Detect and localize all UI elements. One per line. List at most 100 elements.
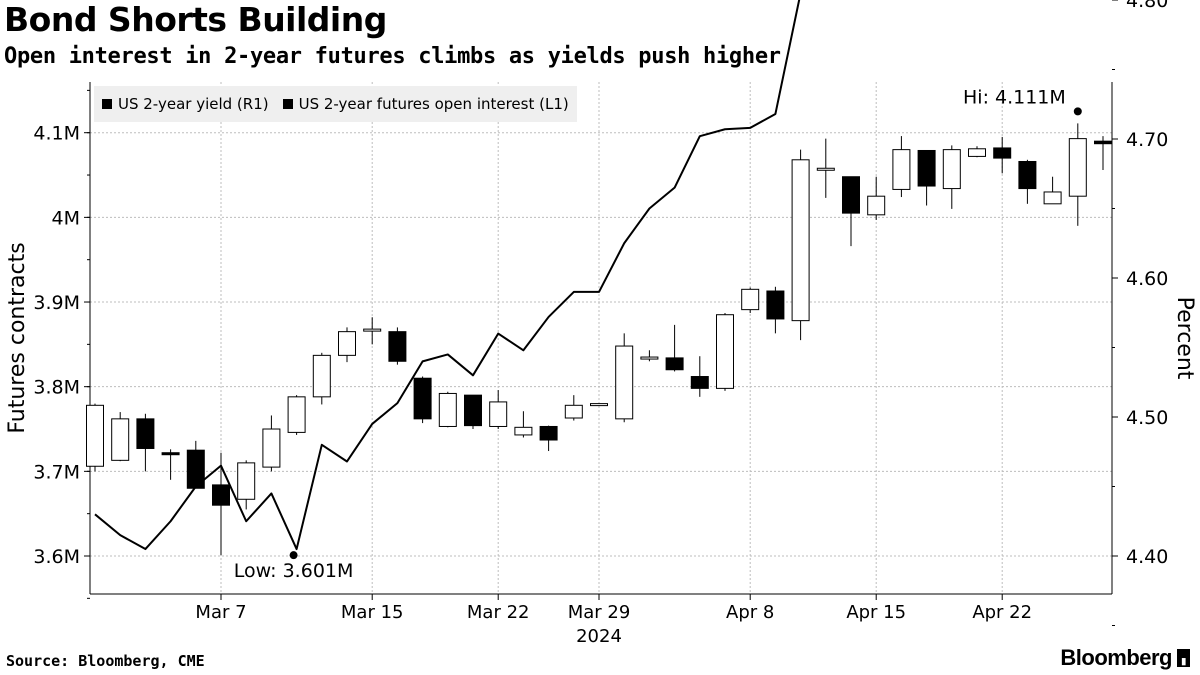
candle <box>665 324 684 372</box>
candle-body <box>86 404 104 467</box>
candle-body <box>917 149 936 187</box>
candle-body <box>816 167 835 171</box>
yield-line <box>94 0 801 551</box>
candle-body <box>287 396 306 433</box>
high-annotation: Hi: 4.111M <box>963 86 1066 108</box>
candle <box>942 145 961 209</box>
candle <box>741 287 760 314</box>
candle-body <box>791 159 810 322</box>
candle-body <box>615 345 634 420</box>
source-note: Source: Bloomberg, CME <box>6 652 205 670</box>
candle-body <box>640 356 659 360</box>
candle <box>539 425 558 452</box>
candle <box>640 350 659 362</box>
x-tick-label: Mar 22 <box>467 602 530 623</box>
candle-body <box>1094 140 1112 145</box>
candle <box>842 176 860 247</box>
x-tick-label: Apr 15 <box>846 602 906 623</box>
low-annotation: Low: 3.601M <box>234 560 354 582</box>
candle-body <box>464 394 482 427</box>
brand-logo: Bloomberg ▮ <box>1060 645 1190 671</box>
brand-name: Bloomberg <box>1060 645 1172 670</box>
candle-body <box>489 401 508 427</box>
candle-body <box>212 484 230 506</box>
y-left-tick-label: 4.1M <box>33 123 80 145</box>
y-left-axis-title: Futures contracts <box>5 242 30 433</box>
y-left-tick-label: 4M <box>52 207 80 229</box>
candle <box>1043 176 1062 205</box>
candle <box>892 136 911 198</box>
candle-body <box>237 462 256 500</box>
candle <box>514 411 533 438</box>
candle <box>86 403 104 472</box>
candle-body <box>539 425 558 441</box>
candle-body <box>1068 138 1087 197</box>
candle-body <box>741 288 760 311</box>
candle <box>413 376 432 424</box>
x-year-label: 2024 <box>576 626 622 647</box>
candle <box>111 412 130 462</box>
candle-body <box>514 426 533 436</box>
candle <box>615 333 634 423</box>
candle-body <box>438 392 457 427</box>
candle-body <box>338 331 356 356</box>
y-right-tick-label: 4.80 <box>1126 0 1168 12</box>
candle <box>186 440 205 489</box>
candle <box>237 460 256 510</box>
candle <box>968 146 986 158</box>
legend-swatch-yield <box>102 99 112 109</box>
candle <box>791 149 810 341</box>
candle <box>489 390 508 430</box>
candle <box>564 395 583 421</box>
candle-body <box>1043 191 1062 205</box>
y-right-tick-label: 4.70 <box>1126 129 1168 151</box>
candle <box>262 415 281 472</box>
candle-body <box>766 290 785 320</box>
legend-label-open-interest: US 2-year futures open interest (L1) <box>298 95 569 113</box>
candle-body <box>136 418 155 449</box>
candle-body <box>968 148 986 157</box>
candle-body <box>892 149 911 190</box>
x-tick-label: Apr 22 <box>972 602 1032 623</box>
candle-body <box>161 452 180 456</box>
candle-body <box>993 147 1012 159</box>
candle <box>1094 136 1112 170</box>
candle <box>1018 159 1037 204</box>
y-right-tick-label: 4.40 <box>1126 546 1168 568</box>
candle-body <box>842 176 860 214</box>
legend-item-open-interest: US 2-year futures open interest (L1) <box>282 95 569 113</box>
candle <box>590 403 608 407</box>
candle <box>690 356 709 397</box>
candle-body <box>363 328 382 332</box>
candle-body <box>111 418 130 461</box>
candle <box>338 327 356 363</box>
high-marker <box>1073 107 1082 116</box>
candle-body <box>867 195 886 216</box>
candle <box>161 449 180 480</box>
y-left-tick-label: 3.9M <box>33 292 80 314</box>
candle <box>1068 123 1087 226</box>
candle-body <box>388 331 407 362</box>
x-tick-label: Mar 7 <box>195 602 246 623</box>
candle-body <box>262 428 281 468</box>
candle <box>363 317 382 345</box>
legend-label-yield: US 2-year yield (R1) <box>118 95 269 113</box>
candle-body <box>564 404 583 419</box>
candle-body <box>312 354 331 398</box>
candle-body <box>590 403 608 407</box>
candle-body <box>665 357 684 371</box>
y-right-tick-label: 4.60 <box>1126 268 1168 290</box>
candle <box>993 136 1012 174</box>
candle <box>312 352 331 405</box>
candle <box>438 391 457 428</box>
x-tick-label: Mar 29 <box>568 602 631 623</box>
candle <box>388 327 407 365</box>
legend-swatch-open-interest <box>282 99 293 109</box>
candle <box>212 452 230 556</box>
candle <box>867 176 886 220</box>
candle <box>287 395 306 435</box>
chart-legend: US 2-year yield (R1) US 2-year futures o… <box>94 86 577 122</box>
y-right-tick-label: 4.50 <box>1126 407 1168 429</box>
y-left-tick-label: 3.7M <box>33 461 80 483</box>
